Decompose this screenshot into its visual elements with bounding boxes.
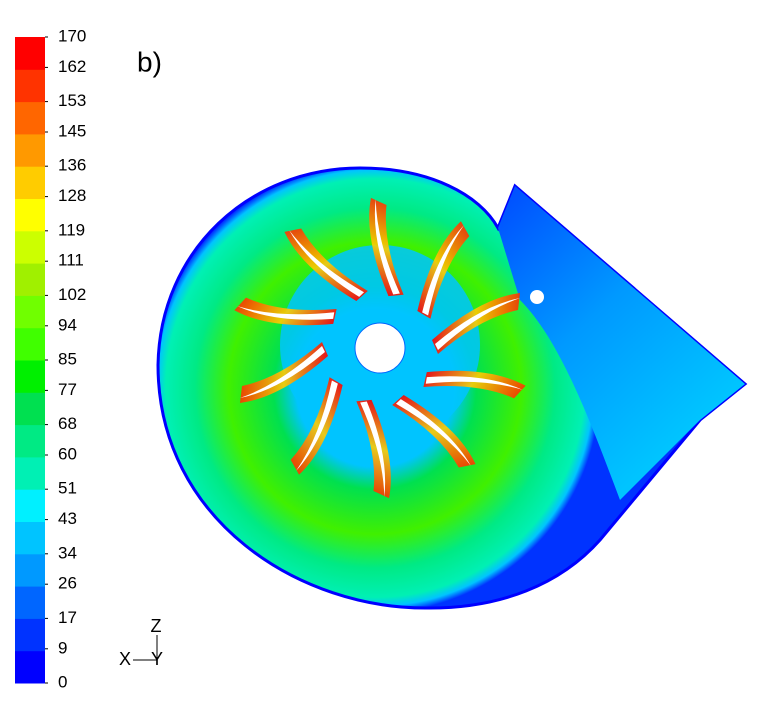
colorbar-band: [15, 198, 45, 232]
blade-body: [296, 380, 338, 471]
colorbar-band: [15, 489, 45, 522]
colorbar-band: [15, 37, 45, 70]
blade-body: [396, 399, 471, 466]
colorbar-tick-label: 111: [58, 251, 84, 270]
tongue: [530, 290, 544, 304]
colorbar-tick-label: 34: [58, 543, 77, 562]
blade-body: [425, 376, 523, 390]
colorbar-tick-label: 136: [58, 156, 86, 175]
colorbar-band: [15, 360, 45, 393]
blade-wake: [240, 342, 328, 403]
outlet: [498, 186, 745, 500]
blade-body: [360, 401, 386, 497]
colorbar-band: [15, 295, 45, 329]
colorbar-tick-label: 43: [58, 509, 77, 528]
blade-wake: [432, 293, 520, 354]
contour-field: [156, 166, 748, 610]
colorbar-tick-label: 119: [58, 220, 85, 239]
colorbar-tick-label: 26: [58, 574, 77, 593]
colorbar-band: [15, 263, 45, 296]
blade: [369, 197, 404, 297]
colorbar-band: [15, 586, 45, 619]
blade: [290, 377, 343, 475]
blade-wake: [356, 399, 391, 499]
colorbar-tick-label: 51: [58, 479, 77, 498]
impeller: [234, 197, 526, 499]
colorbar-band: [15, 133, 45, 167]
blade: [432, 293, 520, 354]
colorbar-tick-label: 102: [58, 285, 86, 304]
colorbar-band: [15, 521, 45, 555]
blade: [284, 228, 368, 302]
triad-label: Y: [151, 649, 163, 669]
blade-body: [289, 230, 364, 297]
panel-label: b): [137, 46, 162, 77]
colorbar-tick-label: 94: [58, 315, 77, 334]
colorbar: 0 9 17 26 34 43 51 60 68 77 85 94 102 111 119 128 136 145…: [15, 26, 86, 691]
colorbar-tick-label: 162: [58, 57, 86, 76]
colorbar-band: [15, 650, 45, 684]
axes-triad: Z X Y: [119, 616, 163, 669]
colorbar-band: [15, 456, 45, 490]
colorbar-tick-label: 17: [58, 608, 77, 627]
blade-body: [237, 306, 335, 320]
colorbar-band: [15, 424, 45, 458]
triad-label: X: [119, 649, 131, 669]
colorbar-band: [15, 230, 45, 264]
colorbar-tick-label: 85: [58, 349, 77, 368]
blade: [240, 342, 328, 403]
colorbar-tick-label: 68: [58, 414, 77, 433]
blade: [423, 370, 526, 399]
colorbar-band: [15, 327, 45, 361]
blade: [234, 297, 337, 326]
colorbar-band: [15, 166, 45, 199]
colorbar-tick-label: 145: [58, 121, 86, 140]
blade-body: [240, 346, 325, 398]
blade-body: [422, 225, 464, 316]
colorbar-band: [15, 618, 45, 652]
blade-wake: [369, 197, 404, 297]
blade-body: [374, 199, 400, 295]
triad-label: Z: [151, 616, 162, 636]
colorbar-band: [15, 101, 45, 135]
colorbar-tick-label: 9: [58, 638, 67, 657]
colorbar-tick-label: 170: [58, 26, 86, 45]
blade: [356, 399, 391, 499]
colorbar-band: [15, 553, 45, 587]
colorbar-tick-label: 60: [58, 444, 77, 463]
blade: [417, 221, 470, 319]
colorbar-band: [15, 392, 45, 426]
colorbar-tick-label: 77: [58, 380, 77, 399]
colorbar-band: [15, 69, 45, 103]
colorbar-tick-label: 0: [58, 672, 67, 691]
colorbar-tick-label: 128: [58, 186, 86, 205]
hub: [354, 322, 406, 374]
colorbar-tick-label: 153: [58, 91, 86, 110]
blade-body: [435, 298, 520, 350]
blade: [392, 394, 476, 468]
